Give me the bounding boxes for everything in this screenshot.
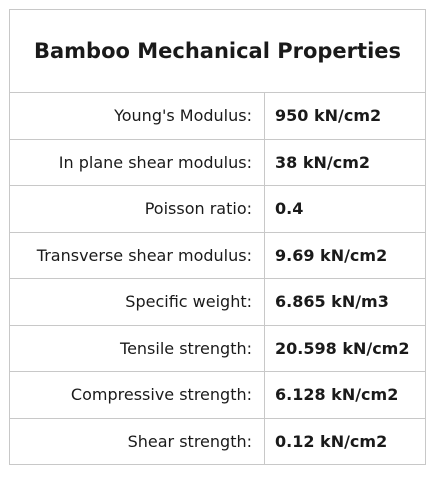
- table-title: Bamboo Mechanical Properties: [9, 9, 426, 93]
- table-row: Poisson ratio: 0.4: [9, 185, 426, 233]
- title-row: Bamboo Mechanical Properties: [9, 9, 426, 93]
- table-row: Tensile strength: 20.598 kN/cm2: [9, 324, 426, 372]
- property-name: Poisson ratio:: [9, 185, 265, 233]
- property-name: Compressive strength:: [9, 371, 265, 419]
- table-row: Young's Modulus: 950 kN/cm2: [9, 92, 426, 140]
- property-value: 6.128 kN/cm2: [264, 371, 426, 419]
- property-value: 20.598 kN/cm2: [264, 324, 426, 372]
- properties-table: Bamboo Mechanical Properties Young's Mod…: [9, 9, 426, 465]
- property-name: Tensile strength:: [9, 324, 265, 372]
- table-head: Bamboo Mechanical Properties: [9, 9, 426, 93]
- property-name: Specific weight:: [9, 278, 265, 326]
- property-name: In plane shear modulus:: [9, 138, 265, 186]
- table-row: Specific weight: 6.865 kN/m3: [9, 278, 426, 326]
- table-row: Shear strength: 0.12 kN/cm2: [9, 417, 426, 465]
- property-value: 0.4: [264, 185, 426, 233]
- property-name: Young's Modulus:: [9, 92, 265, 140]
- property-value: 9.69 kN/cm2: [264, 231, 426, 279]
- table-row: Compressive strength: 6.128 kN/cm2: [9, 371, 426, 419]
- property-value: 38 kN/cm2: [264, 138, 426, 186]
- property-value: 0.12 kN/cm2: [264, 417, 426, 465]
- property-name: Shear strength:: [9, 417, 265, 465]
- table-row: Transverse shear modulus: 9.69 kN/cm2: [9, 231, 426, 279]
- property-value: 950 kN/cm2: [264, 92, 426, 140]
- table-row: In plane shear modulus: 38 kN/cm2: [9, 138, 426, 186]
- table-body: Young's Modulus: 950 kN/cm2 In plane shear…: [9, 92, 426, 465]
- property-name: Transverse shear modulus:: [9, 231, 265, 279]
- property-value: 6.865 kN/m3: [264, 278, 426, 326]
